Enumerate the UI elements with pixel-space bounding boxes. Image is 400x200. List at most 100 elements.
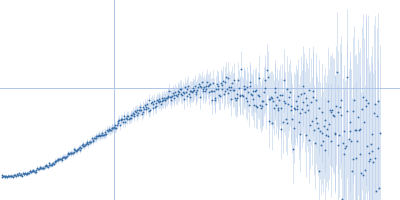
Point	[172, 91, 178, 94]
Point	[17, 174, 24, 177]
Point	[14, 173, 21, 176]
Point	[152, 105, 159, 108]
Point	[168, 98, 175, 101]
Point	[54, 158, 60, 161]
Point	[48, 163, 54, 166]
Point	[283, 117, 289, 120]
Point	[98, 133, 105, 136]
Point	[293, 100, 299, 103]
Point	[265, 98, 272, 101]
Point	[354, 139, 360, 143]
Point	[188, 90, 194, 93]
Point	[133, 114, 140, 117]
Point	[336, 133, 342, 136]
Point	[114, 123, 120, 126]
Point	[341, 129, 348, 133]
Point	[111, 127, 118, 130]
Point	[40, 166, 46, 169]
Point	[127, 116, 134, 119]
Point	[50, 162, 56, 165]
Point	[184, 95, 190, 98]
Point	[125, 114, 132, 118]
Point	[278, 107, 284, 110]
Point	[104, 130, 111, 133]
Point	[352, 128, 358, 131]
Point	[180, 91, 187, 95]
Point	[26, 172, 32, 175]
Point	[174, 95, 180, 98]
Point	[196, 84, 203, 87]
Point	[364, 144, 370, 147]
Point	[30, 170, 36, 173]
Point	[327, 109, 333, 112]
Point	[46, 163, 52, 167]
Point	[244, 85, 250, 88]
Point	[340, 152, 347, 155]
Point	[362, 99, 369, 102]
Point	[21, 172, 28, 176]
Point	[28, 170, 34, 173]
Point	[168, 96, 174, 99]
Point	[70, 150, 77, 153]
Point	[239, 94, 245, 97]
Point	[27, 169, 34, 172]
Point	[236, 95, 243, 98]
Point	[145, 107, 151, 110]
Point	[221, 89, 228, 93]
Point	[74, 149, 81, 152]
Point	[302, 97, 309, 100]
Point	[197, 96, 204, 99]
Point	[252, 105, 259, 108]
Point	[361, 121, 367, 124]
Point	[82, 144, 88, 147]
Point	[359, 107, 365, 110]
Point	[366, 160, 372, 163]
Point	[297, 132, 304, 135]
Point	[89, 136, 95, 140]
Point	[206, 84, 212, 87]
Point	[367, 157, 373, 160]
Point	[377, 132, 383, 135]
Point	[55, 159, 62, 162]
Point	[139, 112, 145, 115]
Point	[4, 176, 10, 179]
Point	[148, 100, 155, 104]
Point	[95, 134, 101, 138]
Point	[158, 99, 165, 102]
Point	[126, 117, 132, 121]
Point	[58, 158, 64, 161]
Point	[234, 93, 240, 96]
Point	[337, 114, 344, 117]
Point	[288, 108, 294, 111]
Point	[80, 144, 86, 148]
Point	[79, 143, 85, 147]
Point	[111, 125, 117, 128]
Point	[60, 155, 66, 158]
Point	[333, 104, 339, 107]
Point	[106, 128, 112, 132]
Point	[43, 163, 50, 167]
Point	[8, 174, 14, 177]
Point	[306, 138, 312, 142]
Point	[112, 124, 118, 127]
Point	[48, 163, 55, 166]
Point	[293, 108, 300, 111]
Point	[4, 174, 11, 177]
Point	[164, 94, 171, 97]
Point	[353, 129, 360, 132]
Point	[51, 162, 57, 165]
Point	[129, 114, 135, 117]
Point	[231, 78, 238, 81]
Point	[252, 89, 258, 92]
Point	[39, 166, 46, 169]
Point	[258, 100, 265, 103]
Point	[242, 97, 249, 100]
Point	[165, 95, 172, 98]
Point	[31, 170, 38, 173]
Point	[238, 68, 244, 71]
Point	[318, 144, 324, 147]
Point	[374, 114, 380, 117]
Point	[16, 173, 23, 176]
Point	[202, 84, 209, 87]
Point	[0, 174, 5, 177]
